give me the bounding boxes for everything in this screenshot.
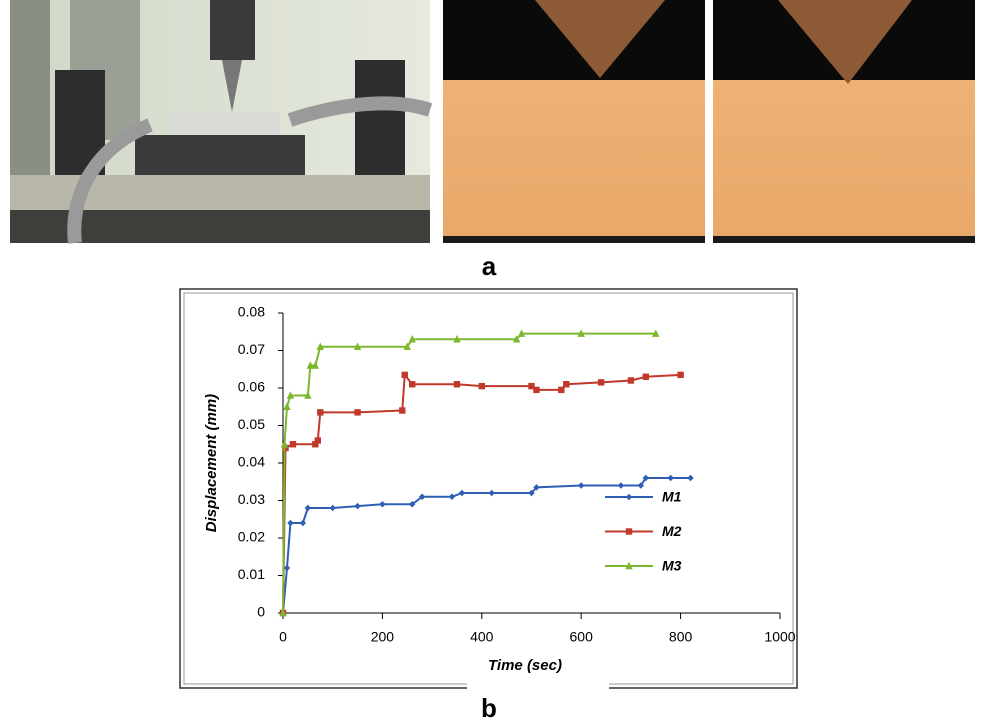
chart-frame-inner <box>183 292 794 685</box>
marker <box>627 377 635 384</box>
marker <box>687 474 694 482</box>
marker <box>408 335 416 343</box>
marker <box>299 519 307 527</box>
marker <box>354 502 361 510</box>
marker <box>306 361 315 369</box>
x-tick-label: 200 <box>371 629 395 645</box>
y-tick-label: 0.06 <box>238 379 265 395</box>
marker <box>312 441 319 448</box>
marker <box>517 329 526 337</box>
panel-label: b <box>481 693 497 723</box>
marker <box>597 379 605 386</box>
photo-indent-before <box>443 0 705 243</box>
y-tick-label: 0.05 <box>238 416 265 432</box>
marker <box>354 409 361 416</box>
marker <box>533 484 540 491</box>
marker <box>353 342 362 350</box>
marker <box>625 561 633 570</box>
marker <box>283 564 291 572</box>
y-tick-label: 0.02 <box>238 529 265 545</box>
x-tick-label: 800 <box>669 629 693 645</box>
marker <box>478 382 485 390</box>
marker <box>453 335 461 343</box>
series-line <box>282 332 656 614</box>
marker <box>316 342 324 350</box>
marker <box>578 482 585 489</box>
marker <box>287 519 294 527</box>
marker <box>311 361 320 369</box>
marker <box>528 489 535 497</box>
marker <box>399 407 406 414</box>
marker <box>533 386 540 394</box>
y-tick-label: 0.08 <box>238 304 265 320</box>
frame-gap <box>467 680 609 690</box>
legend-label: M3 <box>662 558 682 574</box>
y-axis-title: Displacement (mm) <box>203 394 220 532</box>
marker <box>418 493 426 500</box>
marker <box>625 493 633 501</box>
marker <box>289 441 297 448</box>
marker <box>279 608 287 617</box>
marker <box>286 391 295 399</box>
marker <box>453 381 461 388</box>
x-tick-label: 0 <box>279 629 287 645</box>
marker <box>280 440 289 448</box>
marker <box>458 489 466 497</box>
y-tick-label: 0.03 <box>238 491 265 507</box>
panel-label: a <box>482 251 497 281</box>
x-tick-label: 400 <box>470 629 494 645</box>
marker <box>512 335 521 343</box>
marker <box>448 493 456 500</box>
x-axis-title: Time (sec) <box>488 657 562 674</box>
y-tick-label: 0.01 <box>238 566 265 582</box>
marker <box>625 528 633 535</box>
marker <box>558 386 565 394</box>
photo-indent-after <box>713 0 975 243</box>
marker <box>642 474 650 482</box>
marker <box>401 371 408 379</box>
marker <box>329 504 336 512</box>
marker <box>403 342 411 350</box>
marker <box>379 501 386 508</box>
marker <box>677 371 684 379</box>
marker <box>528 382 535 390</box>
legend-label: M2 <box>662 523 682 539</box>
marker <box>304 504 312 512</box>
photo-rig <box>10 0 433 244</box>
y-tick-label: 0.07 <box>238 341 265 357</box>
x-tick-label: 600 <box>570 629 594 645</box>
marker <box>563 381 570 388</box>
y-tick-label: 0 <box>257 604 265 620</box>
marker <box>283 402 291 410</box>
x-tick-label: 1000 <box>764 629 795 645</box>
marker <box>617 482 625 489</box>
marker <box>314 437 321 444</box>
marker <box>304 391 312 399</box>
marker <box>282 444 289 452</box>
marker <box>409 381 416 388</box>
legend-label: M1 <box>662 489 682 505</box>
y-tick-label: 0.04 <box>238 454 265 470</box>
marker <box>667 474 674 482</box>
marker <box>409 501 416 508</box>
marker <box>317 409 324 416</box>
marker <box>652 329 660 337</box>
marker <box>488 489 495 497</box>
marker <box>637 482 645 489</box>
marker <box>642 373 650 380</box>
marker <box>577 329 585 337</box>
